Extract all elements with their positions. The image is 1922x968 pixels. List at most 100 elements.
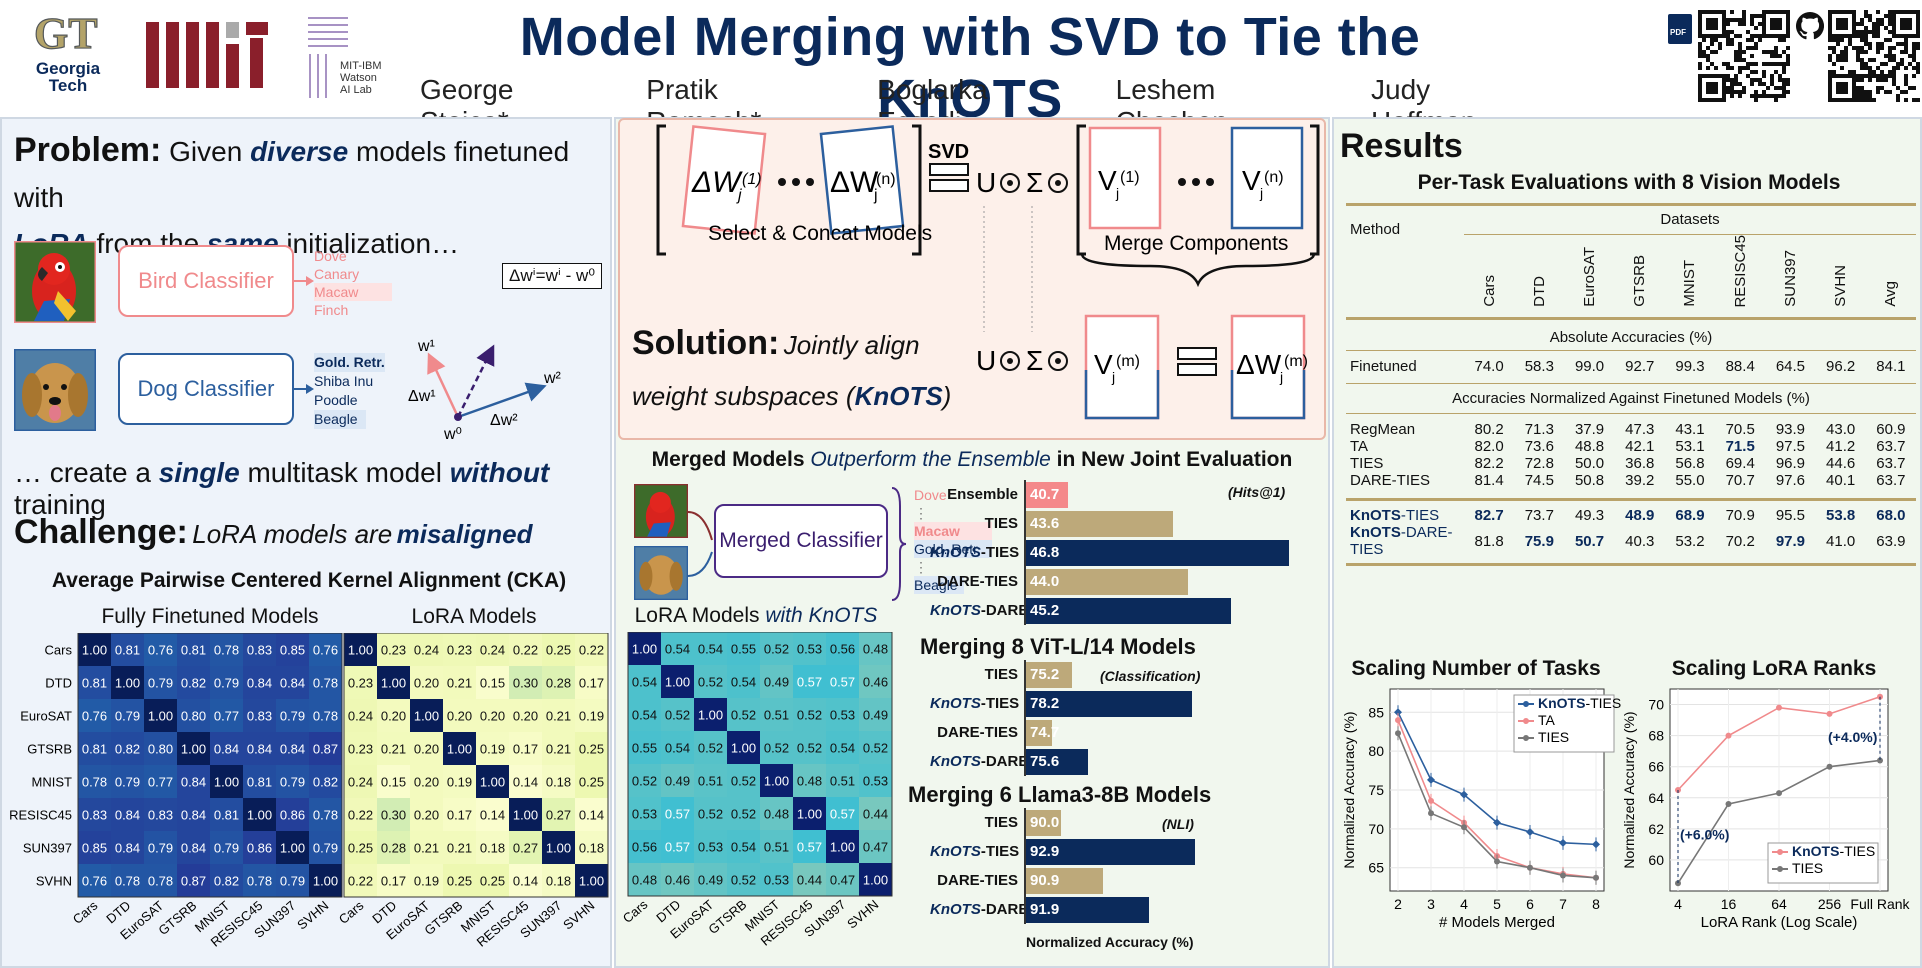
merged-brace	[891, 487, 906, 601]
heatmap-cell	[826, 665, 859, 698]
heatmap-value: 0.49	[764, 675, 789, 690]
legend-entry: KnOTS-TIES	[1792, 843, 1875, 859]
data-point	[1826, 710, 1833, 717]
heatmap-cell	[144, 765, 177, 798]
heatmap-value: 0.86	[280, 808, 305, 823]
heatmap-value: 0.81	[181, 643, 206, 658]
heatmap-value: 1.00	[480, 775, 505, 790]
heatmap-cell	[859, 797, 892, 830]
heatmap-value: 0.21	[546, 742, 571, 757]
heatmap-cell	[760, 863, 793, 896]
y-axis-label: Normalized Accuracy (%)	[1341, 711, 1357, 868]
legend	[1767, 842, 1879, 884]
heatmap-value: 0.51	[830, 774, 855, 789]
y-axis-label: Normalized Accuracy (%)	[1624, 711, 1637, 868]
heatmap-cell	[309, 798, 342, 831]
heatmap-cell	[542, 765, 575, 798]
heatmap-cell	[309, 732, 342, 765]
heatmap-value: 0.55	[632, 741, 657, 756]
heatmap-value: 0.18	[480, 841, 505, 856]
github-qr-code[interactable]	[1828, 10, 1920, 102]
data-point	[1428, 797, 1434, 804]
heatmap-value: 0.82	[181, 676, 206, 691]
heatmap-value: 0.22	[579, 643, 604, 658]
y-tick-label: 64	[1648, 790, 1664, 806]
heatmap-cell	[575, 666, 608, 699]
heatmap-value: 0.84	[181, 841, 206, 856]
bird-arrow	[294, 276, 314, 286]
poster-header: GT Georgia Tech MIT-IBM Watson AI Lab Mo…	[0, 0, 1922, 137]
heatmap-cell	[177, 699, 210, 732]
svg-text:Σ: Σ	[1026, 167, 1043, 198]
heatmap-cell	[410, 831, 443, 864]
heatmap-value: 0.19	[447, 775, 472, 790]
bar: 75.2	[1024, 662, 1072, 688]
heatmap-value: 0.27	[513, 841, 538, 856]
heatmap-cell	[111, 798, 144, 831]
datasets-header: Datasets	[1660, 210, 1720, 228]
heatmap-value: 0.53	[764, 873, 789, 888]
heatmap-value: 0.25	[546, 643, 571, 658]
heatmap-cell	[859, 830, 892, 863]
heatmap-cell	[210, 666, 243, 699]
heatmap-cell	[276, 732, 309, 765]
heatmap-cell	[694, 698, 727, 731]
heatmap-value: 0.14	[513, 775, 538, 790]
method-header: Method	[1350, 220, 1401, 238]
heatmap-cell	[144, 666, 177, 699]
heatmap-row-label: DTD	[45, 676, 72, 691]
heatmap-value: 0.78	[82, 775, 107, 790]
heatmap-value: 0.53	[632, 807, 657, 822]
heatmap-cell	[243, 765, 276, 798]
heatmap-cell	[111, 699, 144, 732]
heatmap-value: 0.54	[830, 741, 855, 756]
pdf-qr-code[interactable]	[1698, 10, 1790, 102]
heatmap-value: 0.57	[797, 675, 822, 690]
heatmap-cell	[144, 732, 177, 765]
heatmap-value: 0.24	[414, 643, 439, 658]
heatmap-value: 0.52	[797, 708, 822, 723]
gain-annotation: (+6.0%)	[1680, 827, 1729, 843]
classification-note: (Classification)	[1100, 668, 1201, 684]
heatmap-cell	[243, 864, 276, 897]
heatmap-value: 0.24	[348, 709, 373, 724]
data-point	[1394, 708, 1402, 717]
heatmap-cell	[628, 863, 661, 896]
heatmap-cell	[542, 798, 575, 831]
heatmap-value: 0.51	[764, 708, 789, 723]
heatmap-cell	[177, 765, 210, 798]
heatmap-cell	[694, 863, 727, 896]
heatmap-cell	[309, 633, 342, 666]
heatmap-value: 0.15	[381, 775, 406, 790]
heatmap-value: 0.52	[665, 708, 690, 723]
heatmap-value: 0.81	[247, 775, 272, 790]
svg-text:j: j	[1259, 185, 1263, 201]
heatmap-cell	[344, 732, 377, 765]
svg-text:U: U	[976, 345, 996, 376]
heatmap-value: 0.54	[698, 642, 723, 657]
heatmap-cell	[628, 698, 661, 731]
heatmap-value: 0.21	[381, 742, 406, 757]
heatmap-cell	[859, 632, 892, 665]
merged-parrot-image	[634, 484, 688, 538]
heatmap-value: 0.20	[447, 709, 472, 724]
heatmap-value: 0.78	[313, 676, 338, 691]
svg-text:j: j	[1111, 369, 1115, 385]
heatmap-value: 0.79	[115, 775, 140, 790]
svg-text:Merge Components: Merge Components	[1104, 232, 1288, 255]
heatmap-cell	[443, 831, 476, 864]
heatmap-cell	[727, 863, 760, 896]
pdf-icon[interactable]: PDF	[1668, 14, 1692, 44]
heatmap-cell	[694, 764, 727, 797]
bar: 43.6	[1024, 511, 1174, 537]
heatmap-value: 0.83	[247, 709, 272, 724]
heatmap-cell	[344, 633, 377, 666]
heatmap-cell	[727, 764, 760, 797]
heatmap-cell	[760, 698, 793, 731]
github-icon[interactable]	[1796, 12, 1824, 40]
heatmap-value: 0.83	[247, 643, 272, 658]
heatmap-value: 1.00	[115, 676, 140, 691]
heatmap-cell	[377, 732, 410, 765]
dog-classifier-box: Dog Classifier	[118, 353, 294, 425]
x-axis-label: LoRA Rank (Log Scale)	[1701, 914, 1858, 931]
